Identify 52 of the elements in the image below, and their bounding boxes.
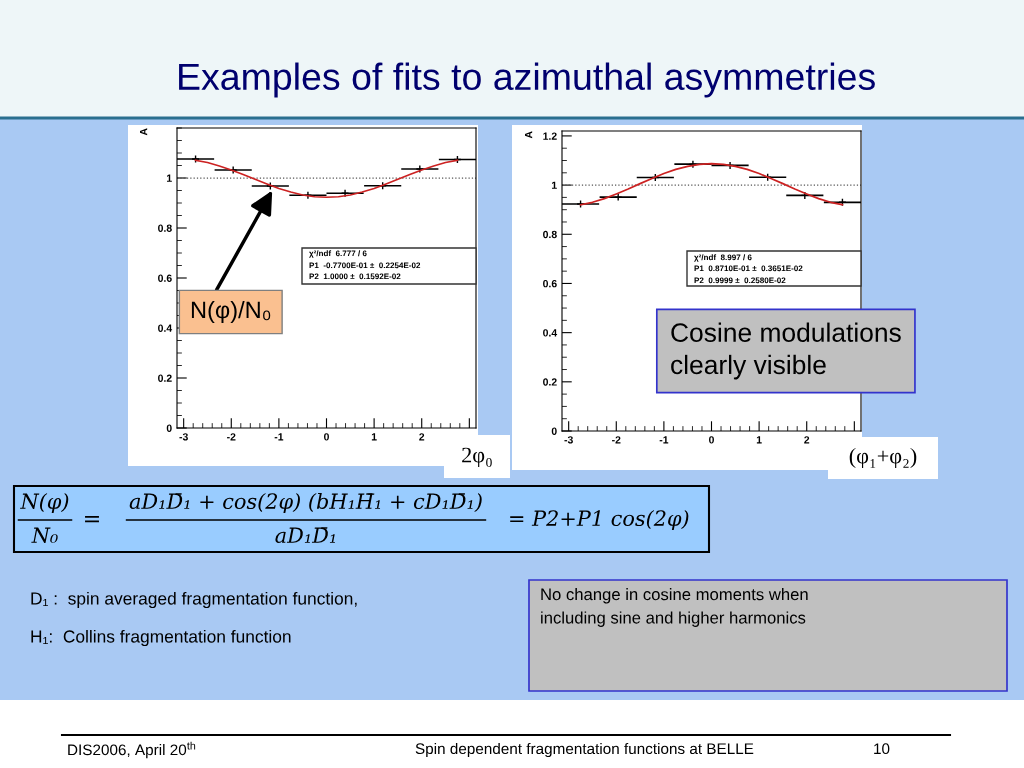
x-tick-label: -1 xyxy=(659,436,669,444)
y-tick-label: 0.6 xyxy=(158,274,172,282)
x-axis-title: (φ₁+φ₂) xyxy=(849,447,917,469)
x-axis-title: 2φ₀ xyxy=(462,447,492,468)
y-tick-label: 0.4 xyxy=(158,324,173,332)
x-tick-label: 2 xyxy=(419,433,425,441)
x-tick-label: 0 xyxy=(324,433,329,441)
annotation: P2 0.9999 ± 0.2580E-02 xyxy=(694,277,786,284)
annotation: P2 1.0000 ± 0.1592E-02 xyxy=(309,273,401,280)
line-series xyxy=(194,159,459,199)
x-tick-label: -3 xyxy=(564,436,573,444)
text: DIS2006, April 20$^{th}$ xyxy=(68,741,196,759)
x-tick-label: 1 xyxy=(756,436,762,444)
annotation: Cosine modulations clearly visible xyxy=(671,322,901,380)
text: No change in cosine moments when including sine and higher harmonics xyxy=(541,588,808,627)
y-tick-label: 1.2 xyxy=(543,132,557,140)
text: aD₁D̄₁ xyxy=(275,527,335,544)
line-series xyxy=(579,162,844,206)
x-tick-label: 0 xyxy=(709,436,714,444)
y-tick-label: 0 xyxy=(166,424,172,432)
y-tick-label: 0.4 xyxy=(543,329,558,337)
annotation: χ²/ndf 6.777 / 6 xyxy=(309,250,367,258)
y-tick-label: 1 xyxy=(167,174,172,182)
text: = xyxy=(85,516,99,523)
text: D₁ : spin averaged fragmentation function, xyxy=(31,591,357,609)
y-tick-label: 0.2 xyxy=(543,378,557,386)
x-tick-label: -2 xyxy=(227,433,236,441)
text: H₁: Collins fragmentation function xyxy=(31,629,291,647)
annotation: χ²/ndf 8.997 / 6 xyxy=(694,254,752,262)
annotation: P1 -0.7700E-01 ± 0.2254E-02 xyxy=(309,262,421,269)
text: Spin dependent fragmentation functions at BELLE xyxy=(415,742,754,758)
y-axis-title: A xyxy=(525,131,533,139)
y-axis-title: A xyxy=(140,128,148,136)
text: N₀ xyxy=(31,527,58,544)
text: N(φ) xyxy=(20,492,69,514)
y-tick-label: 1 xyxy=(552,181,557,189)
annotation: N(φ)/N₀ xyxy=(191,300,271,323)
y-tick-label: 0.6 xyxy=(543,279,557,288)
text: = P2+P1 cos(2φ) xyxy=(510,509,689,531)
y-tick-label: 0 xyxy=(551,427,557,435)
text: aD₁D̄₁ + cos(2φ) (bH₁H̄₁ + cD₁D̄₁) xyxy=(129,492,482,514)
text: Examples of fits to azimuthal asymmetries xyxy=(179,62,875,98)
text: 10 xyxy=(874,743,890,755)
x-tick-label: 1 xyxy=(371,433,377,441)
y-tick-label: 0.2 xyxy=(158,374,172,382)
annotation: P1 0.8710E-01 ± 0.3651E-02 xyxy=(694,265,803,272)
x-tick-label: -2 xyxy=(612,436,621,444)
y-tick-label: 0.8 xyxy=(543,230,557,239)
x-tick-label: 2 xyxy=(804,436,810,444)
x-tick-label: -3 xyxy=(179,433,188,441)
y-tick-label: 0.8 xyxy=(158,224,172,232)
x-tick-label: -1 xyxy=(274,433,284,441)
